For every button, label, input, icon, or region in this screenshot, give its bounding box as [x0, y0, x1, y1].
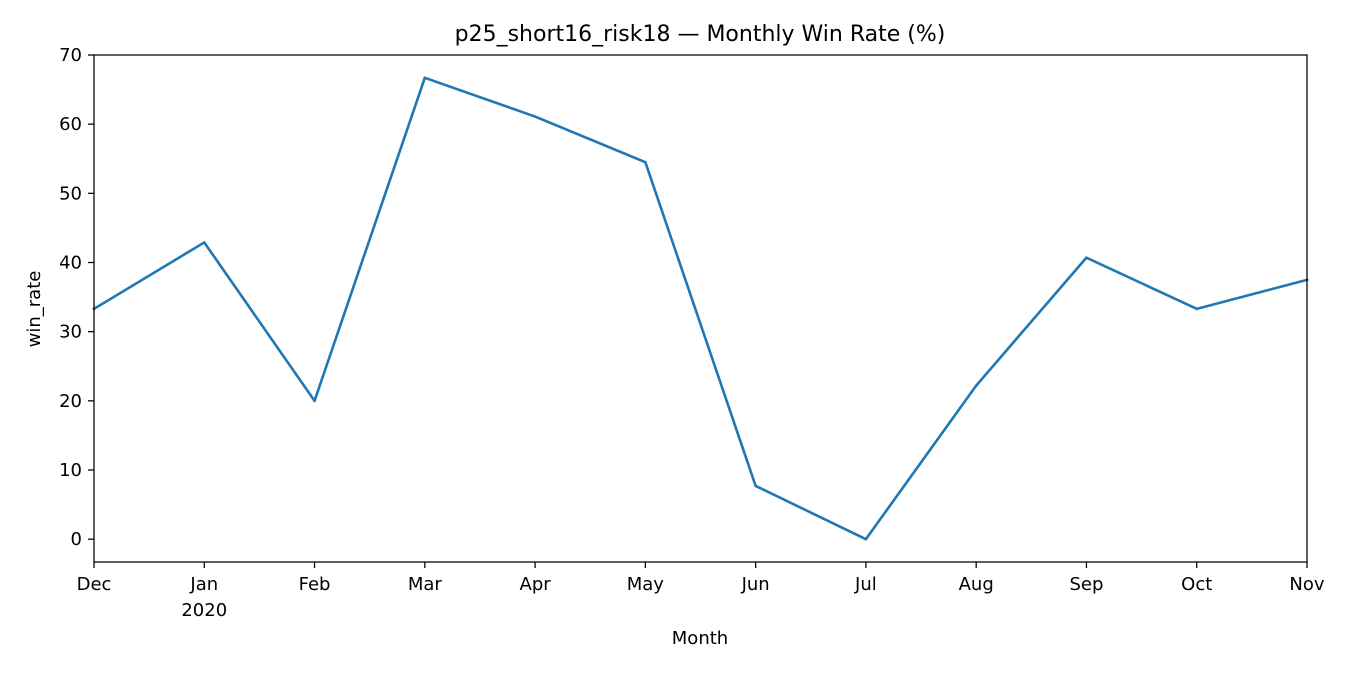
x-tick-label: Mar [408, 574, 443, 595]
plot-frame [93, 54, 1308, 563]
data-point [864, 537, 868, 541]
x-tick-label: Jan [189, 574, 218, 595]
y-tick-label: 70 [59, 45, 82, 66]
x-tick-label: Nov [1289, 574, 1324, 595]
data-point [423, 76, 427, 80]
data-point [754, 484, 757, 488]
data-point [974, 384, 978, 387]
x-tick-label: Aug [959, 574, 994, 595]
data-point [1085, 256, 1088, 259]
y-tick-label: 10 [59, 460, 82, 481]
data-point [644, 160, 647, 164]
data-point [202, 241, 206, 244]
x-tick-label: Oct [1181, 574, 1212, 595]
y-tick-label: 40 [59, 253, 82, 274]
y-tick-label: 0 [71, 529, 82, 550]
y-tick-label: 50 [59, 183, 82, 204]
y-axis-label: win_rate [24, 271, 45, 348]
x-tick-label: May [627, 574, 665, 595]
series-line [92, 76, 1309, 541]
x-tick-label: Dec [77, 574, 112, 595]
x-axis-label: Month [672, 628, 728, 649]
y-tick-label: 30 [59, 322, 82, 343]
data-point [533, 115, 537, 118]
plot-area [92, 76, 1309, 541]
data-point [1195, 307, 1199, 311]
x-tick-label: Apr [520, 574, 552, 595]
data-point [313, 399, 316, 403]
chart-title: p25_short16_risk18 — Monthly Win Rate (%… [455, 22, 946, 47]
y-tick-label: 20 [59, 391, 82, 412]
x-tick-label: Sep [1069, 574, 1103, 595]
x-tick-label: Feb [299, 574, 331, 595]
y-axis: 0 10 20 30 40 50 60 70 [59, 45, 94, 550]
x-axis: Dec Jan 2020 Feb Mar Apr May Jun Jul Aug Sep Oct Nov [77, 562, 1325, 621]
x-tick-label: Jun [741, 574, 770, 595]
y-tick-label: 60 [59, 114, 82, 135]
x-tick-sublabel: 2020 [181, 600, 227, 621]
x-tick-label: Jul [854, 574, 877, 595]
